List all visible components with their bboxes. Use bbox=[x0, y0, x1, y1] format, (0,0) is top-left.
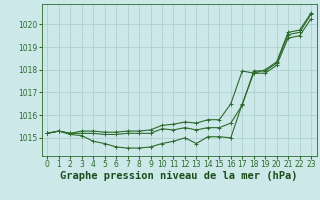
X-axis label: Graphe pression niveau de la mer (hPa): Graphe pression niveau de la mer (hPa) bbox=[60, 171, 298, 181]
